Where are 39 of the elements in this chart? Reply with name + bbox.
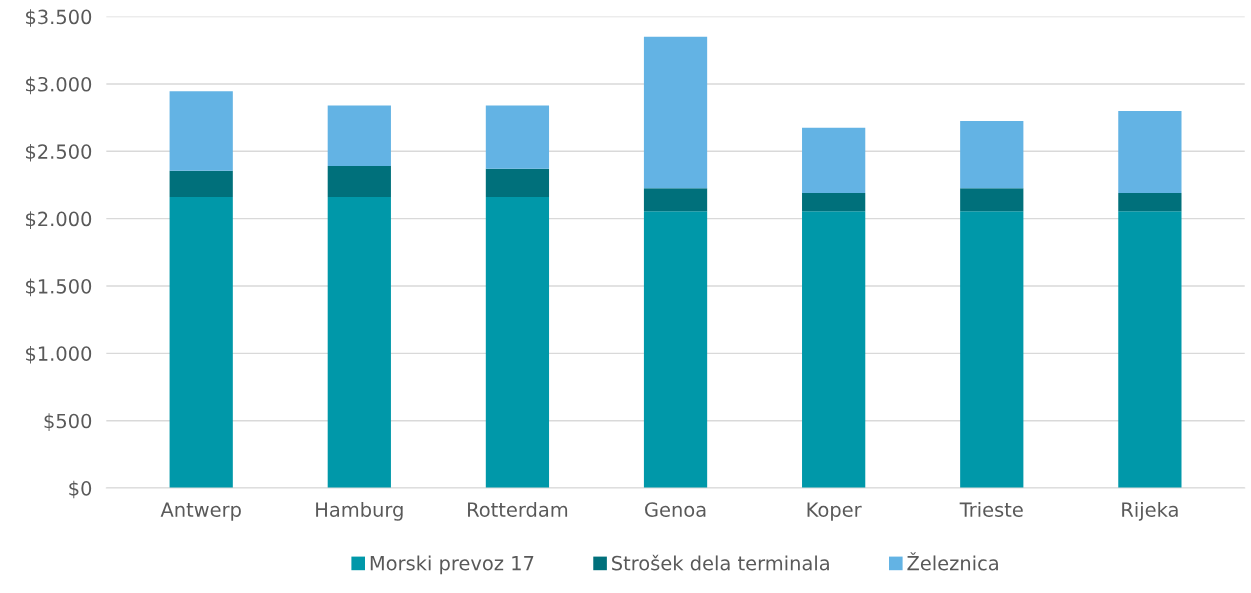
bar — [327, 166, 391, 198]
bar — [1118, 211, 1182, 489]
y-tick-label: $3.000 — [26, 76, 92, 95]
y-tick-label: $0 — [69, 480, 92, 499]
legend-label: Morski prevoz 17 — [370, 555, 534, 575]
bar — [169, 197, 233, 489]
y-tick-label: $3.500 — [26, 9, 92, 27]
legend-label: Železnica — [907, 552, 998, 571]
x-tick-label: Trieste — [959, 501, 1023, 517]
x-tick-label: Rijeka — [1122, 501, 1178, 521]
y-tick-label: $500 — [44, 413, 92, 431]
bar — [960, 211, 1024, 489]
bar — [169, 170, 233, 198]
bar — [485, 105, 550, 169]
x-tick-label: Genoa — [645, 502, 706, 517]
x-tick-label: Rotterdam — [468, 501, 568, 517]
bar — [485, 168, 550, 198]
bar — [169, 91, 233, 171]
bar — [960, 188, 1024, 212]
bar — [327, 197, 391, 489]
x-tick-label: Koper — [807, 502, 862, 521]
bar — [643, 188, 708, 212]
bar — [802, 211, 866, 489]
bar — [327, 105, 391, 167]
legend-label: Strošek dela terminala — [612, 554, 829, 571]
bar — [485, 197, 550, 489]
bar — [1118, 193, 1182, 212]
y-tick-label: $1.000 — [26, 345, 92, 364]
x-tick-label: Hamburg — [316, 501, 403, 521]
bar — [1118, 110, 1182, 194]
bar — [643, 211, 708, 489]
bar — [802, 127, 866, 194]
y-tick-label: $1.500 — [26, 278, 92, 297]
bar — [802, 193, 866, 212]
bar — [960, 120, 1024, 189]
bar — [643, 36, 708, 189]
x-tick-label: Antwerp — [160, 502, 241, 521]
y-tick-label: $2.500 — [26, 143, 92, 162]
y-tick-label: $2.000 — [26, 211, 92, 229]
